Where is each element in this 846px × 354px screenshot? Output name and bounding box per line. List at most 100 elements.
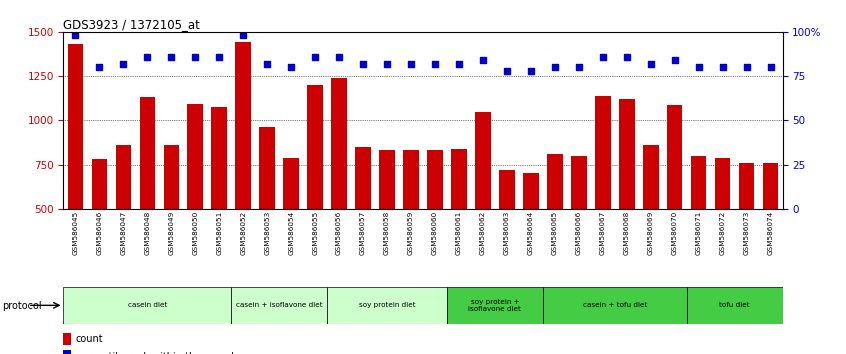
- Bar: [231, 287, 327, 324]
- Text: GSM586054: GSM586054: [288, 210, 294, 255]
- Bar: [379, 150, 395, 297]
- Bar: [355, 147, 371, 297]
- Text: GSM586059: GSM586059: [408, 210, 414, 255]
- Bar: [116, 145, 131, 297]
- Text: GSM586047: GSM586047: [120, 210, 126, 255]
- Text: percentile rank within the sample: percentile rank within the sample: [75, 352, 240, 354]
- Text: GSM586073: GSM586073: [744, 210, 750, 255]
- Point: [739, 64, 753, 70]
- Text: GSM586055: GSM586055: [312, 210, 318, 255]
- Text: protocol: protocol: [2, 301, 41, 310]
- Text: GSM586060: GSM586060: [432, 210, 438, 255]
- Text: GSM586070: GSM586070: [672, 210, 678, 255]
- Bar: [691, 156, 706, 297]
- Bar: [619, 99, 634, 297]
- Bar: [523, 173, 539, 297]
- Text: GSM586069: GSM586069: [648, 210, 654, 255]
- Text: soy protein +
isoflavone diet: soy protein + isoflavone diet: [469, 299, 521, 312]
- Point: [212, 54, 226, 59]
- Point: [164, 54, 178, 59]
- Point: [524, 68, 537, 74]
- Point: [69, 33, 82, 38]
- Bar: [499, 170, 514, 297]
- Bar: [643, 145, 658, 297]
- Bar: [327, 287, 447, 324]
- Point: [380, 61, 393, 67]
- Text: GSM586061: GSM586061: [456, 210, 462, 255]
- Text: GSM586064: GSM586064: [528, 210, 534, 255]
- Text: casein + isoflavone diet: casein + isoflavone diet: [236, 302, 322, 308]
- Text: count: count: [75, 334, 103, 344]
- Text: GSM586048: GSM586048: [145, 210, 151, 255]
- Bar: [763, 163, 778, 297]
- Text: GSM586065: GSM586065: [552, 210, 558, 255]
- Text: GSM586058: GSM586058: [384, 210, 390, 255]
- Point: [548, 64, 562, 70]
- Bar: [188, 104, 203, 297]
- Text: GSM586053: GSM586053: [264, 210, 270, 255]
- Bar: [451, 149, 467, 297]
- Point: [356, 61, 370, 67]
- Bar: [447, 287, 543, 324]
- Point: [236, 33, 250, 38]
- Point: [261, 61, 274, 67]
- Bar: [235, 42, 251, 297]
- Text: GDS3923 / 1372105_at: GDS3923 / 1372105_at: [63, 18, 201, 31]
- Point: [428, 61, 442, 67]
- Bar: [332, 78, 347, 297]
- Bar: [63, 287, 231, 324]
- Point: [716, 64, 729, 70]
- Point: [404, 61, 418, 67]
- Text: GSM586066: GSM586066: [576, 210, 582, 255]
- Point: [476, 57, 490, 63]
- Text: GSM586072: GSM586072: [720, 210, 726, 255]
- Text: GSM586046: GSM586046: [96, 210, 102, 255]
- Bar: [667, 105, 683, 297]
- Bar: [91, 159, 107, 297]
- Bar: [595, 96, 611, 297]
- Text: soy protein diet: soy protein diet: [359, 302, 415, 308]
- Bar: [260, 127, 275, 297]
- Text: GSM586063: GSM586063: [504, 210, 510, 255]
- Bar: [140, 97, 155, 297]
- Bar: [68, 44, 83, 297]
- Bar: [715, 158, 730, 297]
- Text: GSM586068: GSM586068: [624, 210, 629, 255]
- Bar: [283, 158, 299, 297]
- Text: GSM586057: GSM586057: [360, 210, 366, 255]
- Text: GSM586052: GSM586052: [240, 210, 246, 255]
- Bar: [163, 145, 179, 297]
- Bar: [475, 112, 491, 297]
- Text: GSM586049: GSM586049: [168, 210, 174, 255]
- Text: GSM586074: GSM586074: [767, 210, 773, 255]
- Bar: [63, 333, 71, 345]
- Point: [620, 54, 634, 59]
- Point: [764, 64, 777, 70]
- Text: GSM586045: GSM586045: [73, 210, 79, 255]
- Bar: [739, 163, 755, 297]
- Point: [117, 61, 130, 67]
- Bar: [307, 85, 323, 297]
- Bar: [687, 287, 783, 324]
- Text: GSM586062: GSM586062: [480, 210, 486, 255]
- Bar: [547, 154, 563, 297]
- Point: [452, 61, 465, 67]
- Point: [596, 54, 609, 59]
- Point: [140, 54, 154, 59]
- Point: [189, 54, 202, 59]
- Bar: [404, 150, 419, 297]
- Point: [92, 64, 106, 70]
- Point: [500, 68, 514, 74]
- Point: [667, 57, 681, 63]
- Bar: [571, 156, 586, 297]
- Text: GSM586056: GSM586056: [336, 210, 342, 255]
- Point: [308, 54, 321, 59]
- Text: GSM586067: GSM586067: [600, 210, 606, 255]
- Bar: [63, 350, 71, 354]
- Text: tofu diet: tofu diet: [719, 302, 750, 308]
- Point: [644, 61, 657, 67]
- Point: [572, 64, 585, 70]
- Bar: [543, 287, 687, 324]
- Text: casein + tofu diet: casein + tofu diet: [583, 302, 647, 308]
- Text: GSM586050: GSM586050: [192, 210, 198, 255]
